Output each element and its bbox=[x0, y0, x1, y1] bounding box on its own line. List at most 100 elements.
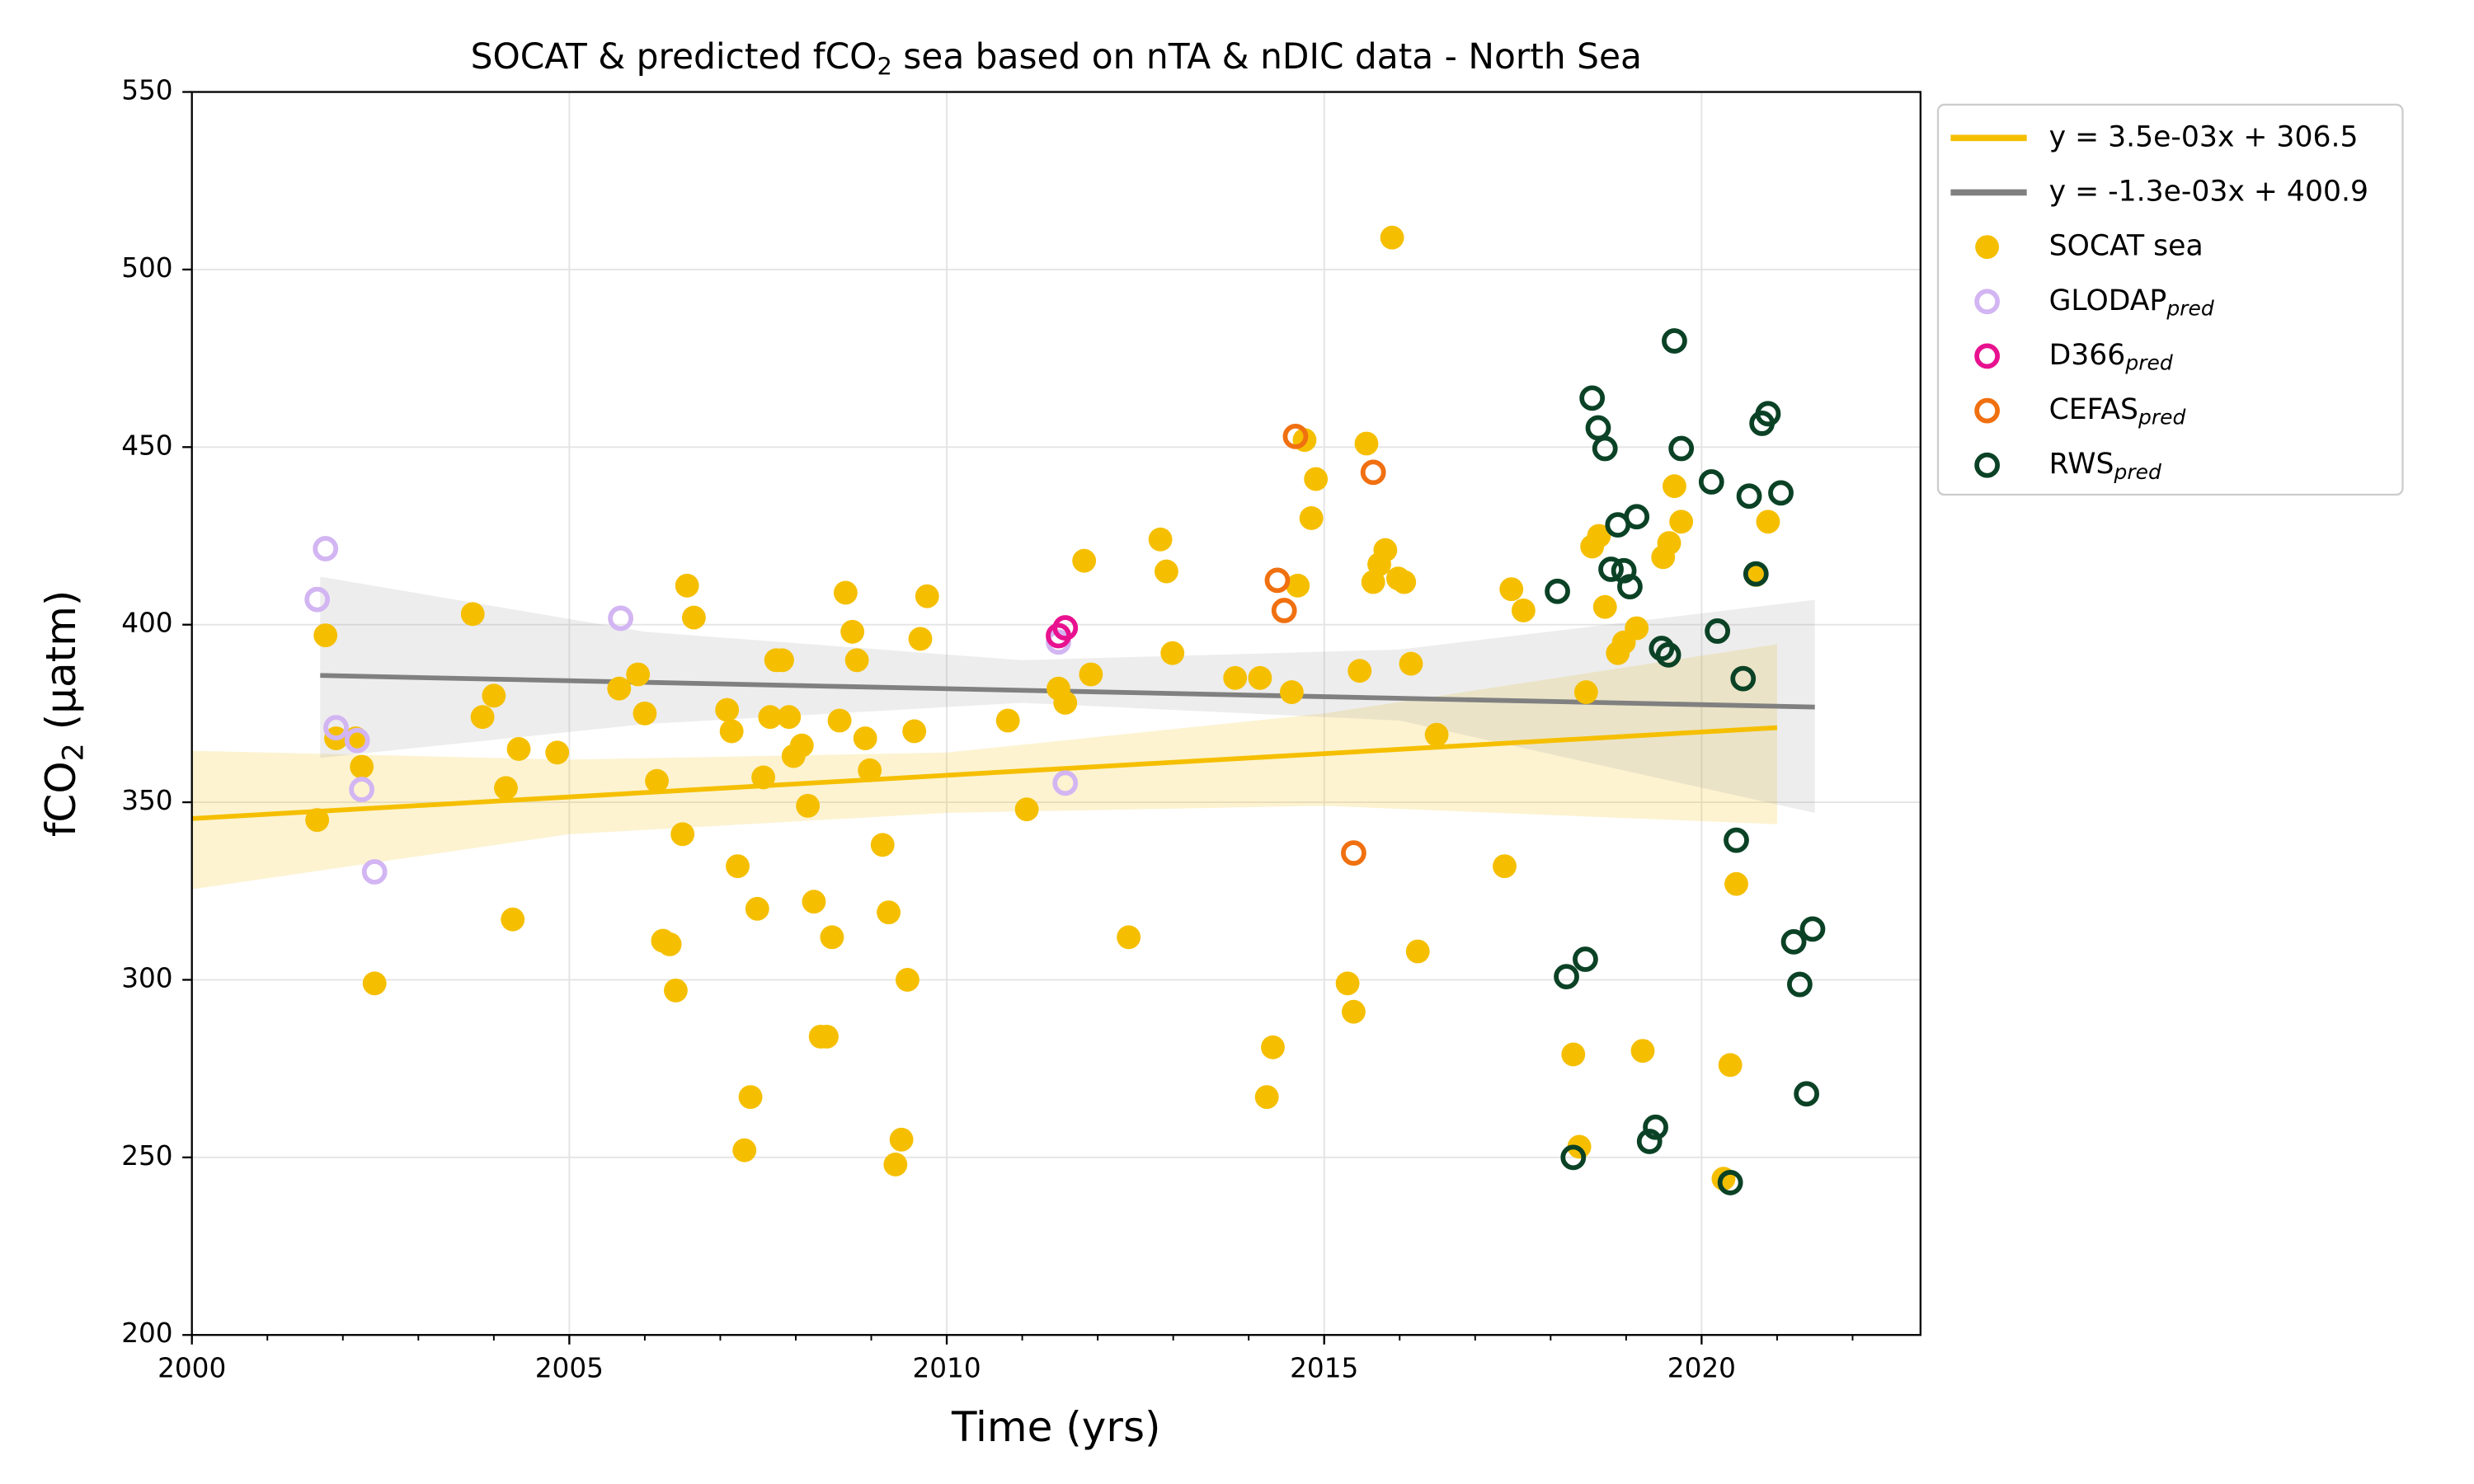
data-point bbox=[1499, 577, 1524, 602]
data-point bbox=[1264, 567, 1291, 594]
x-tick-label: 2020 bbox=[1667, 1353, 1736, 1384]
data-point bbox=[633, 701, 657, 726]
y-tick-label: 300 bbox=[121, 962, 172, 993]
data-point bbox=[896, 968, 920, 992]
data-point bbox=[1148, 527, 1173, 552]
legend-swatch bbox=[1975, 235, 2000, 260]
legend-subscript: pred bbox=[2124, 351, 2173, 375]
data-point bbox=[1261, 1035, 1285, 1059]
data-point bbox=[902, 719, 927, 744]
x-tick-label: 2010 bbox=[912, 1353, 981, 1384]
title-subscript: 2 bbox=[877, 53, 891, 81]
data-point bbox=[1799, 916, 1826, 942]
ylabel-text: fCO bbox=[36, 761, 84, 837]
y-tick-label: 450 bbox=[121, 430, 172, 461]
data-point bbox=[1743, 561, 1769, 587]
legend-name: RWS bbox=[2049, 448, 2114, 481]
data-point bbox=[1304, 467, 1329, 491]
y-tick-label: 550 bbox=[121, 75, 172, 106]
data-point bbox=[1335, 971, 1360, 996]
data-point bbox=[1718, 1053, 1743, 1078]
data-point bbox=[460, 602, 485, 627]
legend-name: y = -1.3e-03x + 400.9 bbox=[2049, 175, 2368, 208]
data-point bbox=[1662, 328, 1687, 354]
data-point bbox=[732, 1138, 757, 1162]
ylabel-rest: (µatm) bbox=[36, 590, 84, 744]
title-text: SOCAT & predicted fCO bbox=[471, 36, 877, 77]
data-point bbox=[1354, 431, 1379, 456]
data-point bbox=[313, 536, 339, 561]
data-point bbox=[1341, 999, 1366, 1024]
data-point bbox=[1554, 964, 1579, 989]
data-point bbox=[1282, 423, 1309, 449]
data-point bbox=[1698, 469, 1724, 495]
legend-name: GLODAP bbox=[2049, 284, 2167, 317]
data-point bbox=[1768, 480, 1794, 506]
data-point bbox=[1724, 827, 1749, 853]
data-point bbox=[1755, 401, 1781, 427]
data-point bbox=[501, 907, 525, 932]
trend-line bbox=[191, 725, 1778, 821]
data-point bbox=[1373, 538, 1398, 562]
x-tick-label: 2005 bbox=[535, 1353, 604, 1384]
data-point bbox=[827, 708, 852, 733]
plot-area bbox=[191, 225, 1826, 1195]
data-point bbox=[608, 605, 633, 632]
data-point bbox=[626, 662, 651, 687]
data-point bbox=[362, 971, 387, 996]
x-tick-label: 2000 bbox=[158, 1353, 226, 1384]
data-point bbox=[789, 733, 814, 758]
data-point bbox=[304, 586, 331, 613]
data-point bbox=[323, 715, 349, 740]
data-point bbox=[470, 705, 495, 730]
data-point bbox=[1511, 599, 1536, 622]
data-point bbox=[770, 648, 794, 673]
legend-box bbox=[1936, 103, 2404, 496]
confidence-band bbox=[191, 644, 1777, 890]
data-point bbox=[664, 978, 688, 1003]
data-point bbox=[995, 708, 1020, 733]
data-point bbox=[1279, 680, 1304, 704]
data-point bbox=[1341, 840, 1366, 866]
data-point bbox=[1668, 435, 1695, 462]
data-point bbox=[1780, 928, 1807, 955]
data-point bbox=[1053, 691, 1078, 715]
data-point bbox=[1254, 1085, 1279, 1110]
data-point bbox=[1299, 506, 1324, 530]
y-tick-label: 200 bbox=[121, 1317, 172, 1349]
legend-label: y = 3.5e-03x + 306.5 bbox=[2049, 120, 2359, 153]
data-point bbox=[1271, 598, 1297, 623]
data-point bbox=[1655, 641, 1681, 668]
data-point bbox=[1730, 665, 1757, 692]
data-point bbox=[670, 822, 695, 847]
y-tick-label: 400 bbox=[121, 608, 172, 639]
data-point bbox=[349, 777, 375, 802]
data-point bbox=[305, 808, 330, 833]
data-point bbox=[1545, 578, 1570, 604]
legend-swatch bbox=[1974, 343, 2000, 369]
data-point bbox=[1794, 1081, 1820, 1107]
legend-label: SOCAT sea bbox=[2049, 230, 2204, 263]
data-point bbox=[777, 705, 802, 730]
chart-title: SOCAT & predicted fCO2 sea based on nTA … bbox=[471, 36, 1642, 81]
data-point bbox=[1399, 651, 1423, 676]
data-point bbox=[1560, 1144, 1587, 1171]
data-point bbox=[1160, 641, 1185, 665]
plot-frame bbox=[190, 91, 1921, 1336]
data-point bbox=[719, 719, 744, 744]
data-point bbox=[361, 859, 388, 885]
data-point bbox=[1360, 459, 1386, 486]
data-point bbox=[1154, 559, 1178, 584]
data-point bbox=[815, 1024, 839, 1049]
data-point bbox=[1787, 971, 1813, 998]
legend-label: y = -1.3e-03x + 400.9 bbox=[2049, 175, 2368, 208]
data-point bbox=[1592, 435, 1618, 462]
data-point bbox=[1052, 615, 1079, 641]
legend-subscript: pred bbox=[2166, 296, 2214, 320]
data-point bbox=[1624, 504, 1650, 530]
data-point bbox=[482, 683, 506, 708]
data-point bbox=[726, 854, 750, 879]
data-point bbox=[853, 726, 877, 750]
data-point bbox=[344, 727, 370, 754]
data-point bbox=[1598, 556, 1624, 582]
